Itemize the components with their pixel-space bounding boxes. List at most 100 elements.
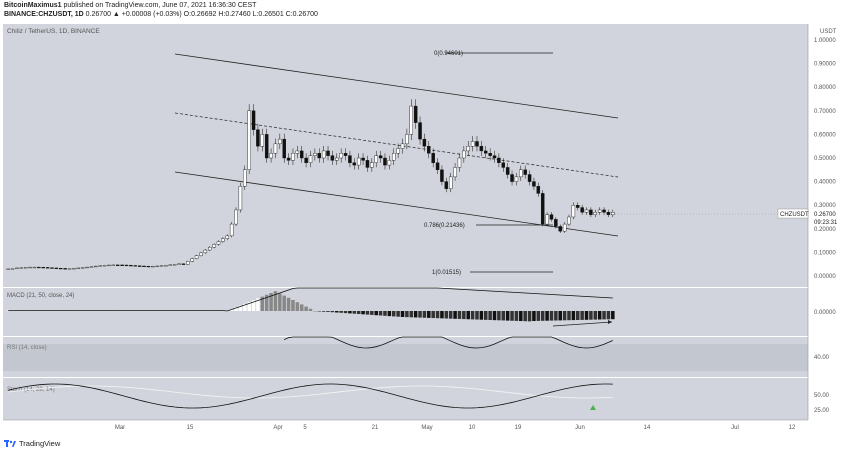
macd-bar	[611, 311, 615, 320]
macd-bar	[383, 311, 387, 316]
price-axis-ticks[interactable]: 1.00000 0.90000 0.80000 0.70000 0.60000 0.500…	[814, 38, 836, 280]
macd-bar	[510, 311, 514, 321]
candle-body	[273, 143, 278, 154]
time-tick-label: May	[421, 425, 432, 431]
candle-body	[611, 212, 615, 215]
macd-bar	[483, 311, 488, 320]
price-tick-label: 0.00000	[814, 274, 836, 280]
tradingview-chart[interactable]: Chiliz / TetherUS, 1D, BINANCE USDT 1.00…	[0, 22, 850, 436]
candle-body	[593, 212, 598, 215]
macd-line[interactable]	[8, 287, 613, 312]
macd-bar	[567, 311, 571, 321]
candle-body	[492, 155, 497, 159]
candle-body	[32, 266, 37, 269]
macd-divergence-arrow	[608, 320, 612, 324]
price-tick-label: 0.30000	[814, 203, 836, 209]
rsi-line[interactable]	[284, 336, 613, 349]
candle-body	[251, 110, 256, 130]
candle-body	[356, 157, 361, 166]
macd-bar	[243, 303, 247, 311]
candle-body	[295, 150, 300, 154]
candle-body	[50, 267, 54, 269]
macd-bar	[457, 311, 462, 319]
macd-divergence-line[interactable]	[552, 321, 613, 327]
candle-body	[212, 244, 216, 248]
time-tick-label: Apr	[273, 425, 282, 431]
candle-body	[72, 268, 76, 270]
candle-body	[59, 268, 63, 270]
candle-body	[365, 160, 370, 168]
candle-body	[291, 153, 295, 161]
candle-body	[479, 145, 484, 152]
rsi-label: RSI (14, close)	[7, 345, 47, 351]
macd-bar	[527, 311, 532, 322]
channel-midline[interactable]	[174, 112, 619, 178]
price-candles[interactable]	[6, 99, 615, 270]
tradingview-logo[interactable]: TradingView	[4, 439, 60, 448]
macd-histogram[interactable]	[6, 291, 615, 322]
macd-bar	[234, 307, 238, 311]
macd-bar	[584, 311, 589, 320]
candle-body	[186, 261, 190, 265]
candle-body	[94, 265, 98, 268]
candle-body	[339, 153, 343, 159]
macd-bar	[286, 297, 291, 311]
current-price-symbol: CHZUSDT	[780, 212, 809, 218]
channel-upper-line[interactable]	[174, 53, 619, 119]
candle-body	[536, 186, 541, 194]
macd-bar	[576, 311, 580, 320]
chart-title: Chiliz / TetherUS, 1D, BINANCE	[7, 28, 100, 35]
candle-body	[409, 105, 414, 135]
candle-body	[523, 169, 527, 175]
candle-body	[378, 155, 383, 159]
footer: TradingView	[0, 436, 850, 453]
stoch-d-line[interactable]	[8, 385, 613, 399]
fib-label-0786: 0.786(0.21436)	[424, 223, 465, 229]
candle-body	[392, 153, 396, 161]
candle-body	[497, 157, 501, 163]
candle-body	[76, 267, 81, 269]
candle-body	[243, 169, 247, 187]
candle-body	[115, 264, 120, 266]
candle-body	[554, 219, 558, 227]
price-axis-unit: USDT	[820, 29, 837, 35]
macd-bar	[264, 294, 269, 311]
main-pane-bg	[3, 24, 808, 287]
time-axis-ticks[interactable]: Mar 15 Apr 5 21 May 10 19 Jun 14 Jul 12	[115, 425, 796, 431]
candle-body	[444, 181, 449, 189]
candle-body	[431, 153, 435, 163]
candle-body	[142, 265, 146, 268]
macd-bar	[435, 311, 440, 319]
candle-body	[207, 247, 212, 251]
time-tick-label: 21	[372, 425, 379, 431]
price-tick-label: 0.90000	[814, 62, 836, 68]
candle-body	[405, 134, 409, 145]
macd-bar	[387, 311, 392, 317]
time-tick-label: Jul	[731, 425, 739, 431]
candle-body	[137, 265, 142, 267]
current-price-value: 0.26700	[814, 212, 836, 218]
symbol-name: BINANCE:CHZUSDT, 1D	[4, 11, 84, 18]
macd-bar	[549, 311, 554, 321]
candle-body	[63, 268, 67, 270]
candle-body	[374, 155, 378, 163]
author-name[interactable]: BitcoinMaximus1	[4, 2, 62, 9]
price-tick-label: 0.20000	[814, 227, 836, 233]
macd-bar	[462, 311, 466, 320]
candle-body	[549, 214, 554, 220]
candle-body	[41, 267, 45, 269]
candle-body	[532, 181, 536, 187]
candle-body	[457, 157, 462, 168]
macd-bar	[532, 311, 536, 321]
stoch-axis-tick-25: 25.00	[814, 408, 830, 414]
rsi-band	[3, 344, 808, 371]
macd-bar	[444, 311, 449, 319]
candle-body	[164, 265, 168, 267]
time-tick-label: 14	[644, 425, 651, 431]
stoch-k-line[interactable]	[8, 383, 613, 409]
macd-bar	[597, 311, 602, 320]
macd-bar	[374, 311, 378, 316]
candle-body	[400, 143, 405, 149]
candle-body	[238, 186, 243, 211]
macd-label: MACD (21, 50, close, 24)	[7, 293, 74, 299]
